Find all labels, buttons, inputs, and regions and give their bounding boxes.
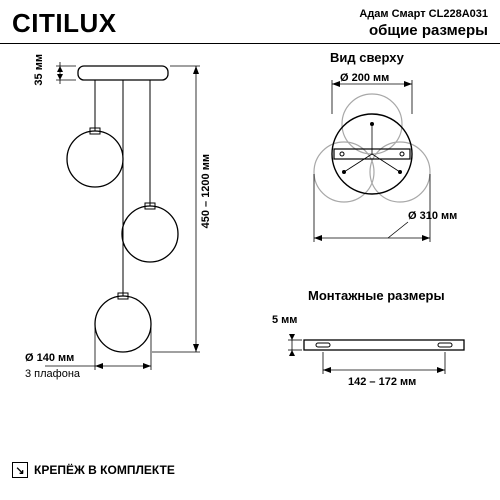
footer: ↘ КРЕПЁЖ В КОМПЛЕКТЕ	[12, 462, 175, 478]
drawing-area: 35 мм 450 – 1200 мм Ø 140 мм 3 плафона В…	[0, 44, 500, 484]
dim-hole-spacing: 142 – 172 мм	[348, 376, 416, 388]
dim-total-height: 450 – 1200 мм	[200, 154, 212, 228]
hardware-icon: ↘	[12, 462, 28, 478]
top-view-title: Вид сверху	[330, 50, 404, 65]
globe-count: 3 плафона	[25, 368, 80, 380]
dim-globe-diam: Ø 140 мм	[25, 352, 74, 364]
dim-canopy-diam: Ø 200 мм	[340, 72, 389, 84]
side-view-drawing	[0, 44, 230, 404]
dim-canopy-height: 35 мм	[33, 54, 45, 86]
mount-drawing	[270, 314, 490, 404]
title-block: Адам Смарт CL228A031 общие размеры	[359, 8, 488, 39]
mount-title: Монтажные размеры	[308, 288, 445, 303]
page: CITILUX Адам Смарт CL228A031 общие разме…	[0, 0, 500, 500]
section-title: общие размеры	[359, 22, 488, 39]
header: CITILUX Адам Смарт CL228A031 общие разме…	[0, 0, 500, 44]
brand-logo: CITILUX	[12, 8, 117, 39]
model-code: Адам Смарт CL228A031	[359, 8, 488, 20]
dim-plate-thick: 5 мм	[272, 314, 297, 326]
top-view-drawing	[258, 64, 498, 284]
footer-text: КРЕПЁЖ В КОМПЛЕКТЕ	[34, 463, 175, 477]
dim-overall-diam: Ø 310 мм	[408, 210, 457, 222]
